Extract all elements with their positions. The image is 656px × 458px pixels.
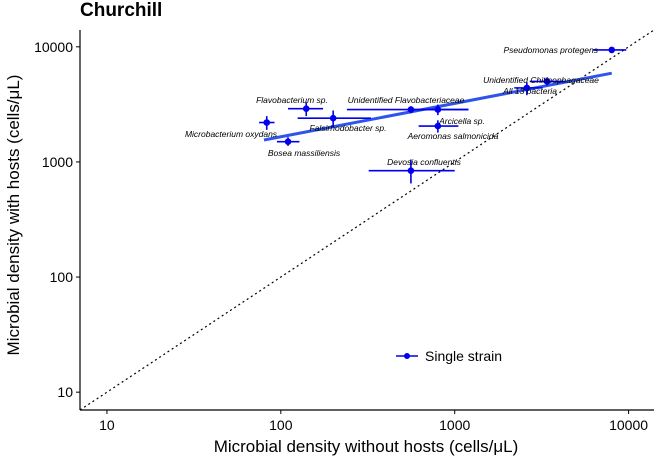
data-point <box>284 138 292 145</box>
point-labels: Pseudomonas protegens Unidentified Chitin… <box>185 45 599 167</box>
legend-marker <box>404 353 410 359</box>
data-point <box>263 119 271 126</box>
point-label: Arcicella sp. <box>438 116 485 126</box>
data-point <box>434 122 442 130</box>
y-tick-label: 10000 <box>34 39 73 55</box>
y-tick-label: 100 <box>50 269 74 285</box>
chart-title: Churchill <box>80 0 162 21</box>
x-axis-ticks: 10 100 1000 10000 <box>99 410 648 433</box>
data-point <box>407 106 415 113</box>
data-point <box>523 84 531 92</box>
plot-area: Pseudomonas protegens Unidentified Chitin… <box>79 29 655 411</box>
point-label: Unidentified Flavobacteriaceae <box>348 95 465 105</box>
data-points <box>263 46 616 174</box>
data-point <box>608 46 616 54</box>
x-tick-label: 10 <box>99 417 115 433</box>
x-tick-label: 1000 <box>439 417 470 433</box>
data-point <box>407 167 415 174</box>
point-label: Bosea massiliensis <box>268 148 341 158</box>
legend-label: Single strain <box>425 348 502 364</box>
point-label: Flavobacterium sp. <box>256 95 328 105</box>
y-tick-label: 1000 <box>42 154 73 170</box>
x-axis-title: Microbial density without hosts (cells/μ… <box>214 437 519 456</box>
point-label: Pseudomonas protegens <box>503 45 598 55</box>
point-label: Aeromonas salmonicida <box>407 131 499 141</box>
y-axis-title: Microbial density with hosts (cells/μL) <box>4 75 23 356</box>
data-point <box>543 78 551 85</box>
x-tick-label: 10000 <box>609 417 648 433</box>
identity-line <box>79 29 655 411</box>
y-tick-label: 10 <box>57 384 73 400</box>
point-label: Unidentified Chitinophagaceae <box>483 75 599 85</box>
data-point <box>434 106 442 113</box>
point-label: Falsirhodobacter sp. <box>309 123 386 133</box>
point-label: Devosia confluentis <box>387 157 461 167</box>
data-point <box>329 114 337 122</box>
point-label: All 13 bacteria <box>502 86 557 96</box>
x-tick-label: 100 <box>269 417 293 433</box>
data-point <box>302 105 310 113</box>
point-label: Microbacterium oxydans <box>185 129 278 139</box>
legend: Single strain <box>396 348 502 364</box>
y-axis-ticks: 10 100 1000 10000 <box>34 39 80 400</box>
